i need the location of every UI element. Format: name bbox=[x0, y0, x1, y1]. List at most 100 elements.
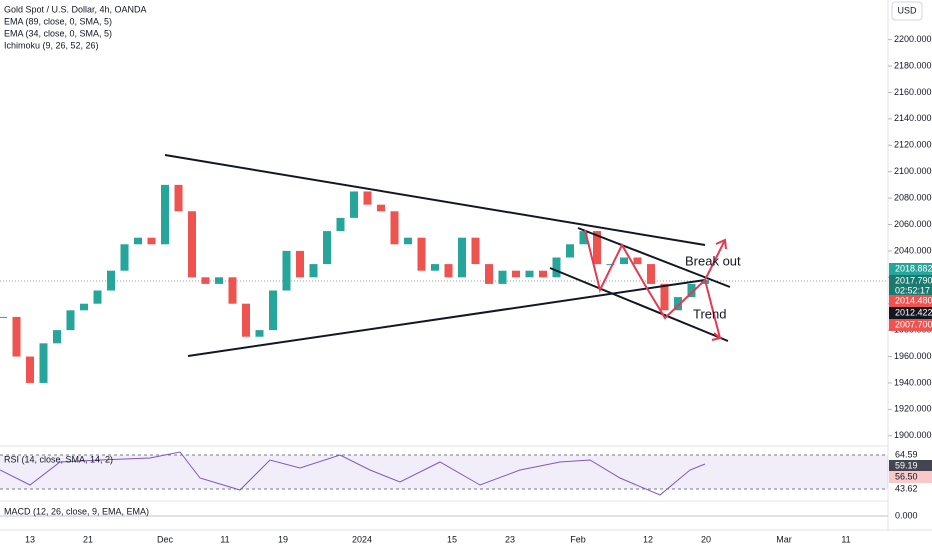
price-label-box bbox=[889, 285, 932, 297]
candle bbox=[660, 283, 669, 311]
candle bbox=[539, 270, 547, 278]
time-label: Feb bbox=[570, 534, 586, 544]
candle bbox=[269, 290, 277, 331]
time-label: 23 bbox=[505, 534, 515, 544]
candle bbox=[417, 237, 426, 271]
candle bbox=[228, 277, 237, 304]
time-label: 19 bbox=[278, 534, 288, 544]
candle bbox=[161, 184, 169, 245]
candle bbox=[498, 270, 507, 284]
price-tick-label: 1920.000 bbox=[894, 404, 932, 414]
rsi-label-box bbox=[889, 460, 932, 472]
currency-label[interactable]: USD bbox=[897, 5, 917, 15]
price-tick-label: 2160.000 bbox=[894, 87, 932, 97]
indicator-legend: EMA (34, close, 0, SMA, 5) bbox=[4, 28, 112, 38]
rsi-label: 59.19 bbox=[895, 460, 918, 470]
time-label: 12 bbox=[643, 534, 653, 544]
price-label-box bbox=[889, 295, 932, 307]
rsi-label: 56.50 bbox=[895, 471, 918, 481]
candle bbox=[255, 330, 264, 337]
rsi-legend: RSI (14, close, SMA, 14, 2) bbox=[4, 454, 113, 464]
price-label: 2007.700 bbox=[895, 319, 932, 329]
annotation: Trend bbox=[693, 306, 726, 321]
candle bbox=[579, 231, 588, 245]
candle bbox=[93, 290, 102, 304]
price-tick-label: 2200.000 bbox=[894, 34, 932, 44]
indicator-legend: EMA (89, close, 0, SMA, 5) bbox=[4, 16, 112, 26]
candle bbox=[363, 191, 372, 205]
price-label: 2018.882 bbox=[895, 263, 932, 273]
candle bbox=[26, 356, 34, 383]
candle bbox=[80, 303, 88, 311]
candle bbox=[512, 270, 520, 278]
time-label: 13 bbox=[25, 534, 35, 544]
price-tick-label: 2080.000 bbox=[894, 192, 932, 202]
candle bbox=[188, 211, 196, 278]
currency-button[interactable] bbox=[891, 1, 923, 21]
candle bbox=[350, 191, 358, 218]
price-tick-label: 2120.000 bbox=[894, 140, 932, 150]
price-tick-label: 1900.000 bbox=[894, 430, 932, 440]
candle bbox=[53, 330, 61, 344]
price-label: 2014.480 bbox=[895, 295, 932, 305]
candle bbox=[471, 237, 480, 265]
candle bbox=[242, 303, 250, 337]
price-tick-label: 2040.000 bbox=[894, 245, 932, 255]
rsi-label-box bbox=[889, 449, 932, 461]
price-label: 2017.790 bbox=[895, 275, 932, 285]
candle bbox=[552, 257, 561, 278]
time-label: 11 bbox=[841, 534, 850, 544]
price-label-box bbox=[889, 275, 932, 287]
zigzag-drawing bbox=[584, 229, 727, 341]
price-label-box bbox=[889, 319, 932, 331]
candle bbox=[566, 244, 574, 258]
candle bbox=[606, 264, 615, 266]
candle bbox=[296, 250, 304, 278]
price-tick-label: 2100.000 bbox=[894, 166, 932, 176]
candle bbox=[147, 237, 156, 245]
macd-legend: MACD (12, 26, close, 9, EMA, EMA) bbox=[4, 506, 149, 516]
candle bbox=[687, 283, 696, 298]
time-label: 15 bbox=[447, 534, 457, 544]
price-label-box bbox=[889, 263, 932, 275]
annotation: Break out bbox=[685, 253, 741, 268]
candle bbox=[390, 211, 399, 245]
rsi-label: 43.62 bbox=[895, 483, 918, 493]
price-label: 2012.422 bbox=[895, 307, 932, 317]
candle bbox=[134, 237, 142, 245]
time-label: 11 bbox=[220, 534, 229, 544]
candle bbox=[674, 297, 682, 311]
candle bbox=[377, 204, 385, 212]
price-label-box bbox=[889, 307, 932, 319]
candle bbox=[336, 217, 345, 232]
rsi-band bbox=[0, 455, 888, 489]
time-label: 2024 bbox=[352, 534, 372, 544]
candle bbox=[431, 264, 439, 271]
candle bbox=[201, 277, 210, 284]
candle bbox=[215, 277, 223, 284]
candles bbox=[0, 184, 709, 383]
rsi-label-box bbox=[889, 483, 932, 495]
candle bbox=[107, 270, 115, 291]
price-tick-label: 2140.000 bbox=[894, 113, 932, 123]
candle bbox=[120, 244, 129, 271]
price-tick-label: 2060.000 bbox=[894, 219, 932, 229]
candle bbox=[647, 264, 655, 284]
candle bbox=[282, 250, 291, 291]
symbol-legend: Gold Spot / U.S. Dollar, 4h, OANDA bbox=[4, 4, 147, 14]
price-tick-label: 1960.000 bbox=[894, 351, 932, 361]
trend-lines bbox=[164, 154, 731, 357]
candle bbox=[323, 231, 331, 265]
candle bbox=[66, 310, 75, 331]
candle bbox=[404, 237, 412, 245]
indicator-legend: Ichimoku (9, 26, 52, 26) bbox=[4, 40, 99, 50]
candle bbox=[633, 257, 642, 265]
time-label: Mar bbox=[776, 534, 792, 544]
rsi-label-box bbox=[889, 471, 932, 483]
price-label: 02:52:17 bbox=[895, 285, 930, 295]
price-tick-label: 1940.000 bbox=[894, 377, 932, 387]
candle bbox=[309, 264, 318, 278]
candle bbox=[444, 264, 453, 278]
candle bbox=[620, 257, 628, 265]
